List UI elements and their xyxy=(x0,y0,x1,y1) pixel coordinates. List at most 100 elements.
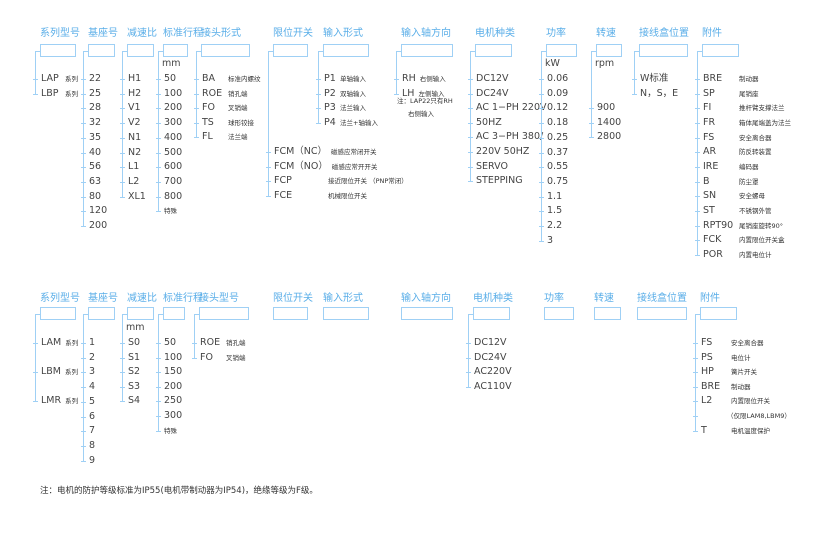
option-code: AC 3−PH 380/ xyxy=(476,131,544,143)
code-field[interactable] xyxy=(163,44,188,57)
column-header: 标准行程 xyxy=(163,28,203,39)
option-description: 制动器 xyxy=(739,75,759,83)
tree-tick xyxy=(539,93,544,95)
tree-tick xyxy=(468,137,473,139)
code-field[interactable] xyxy=(401,307,453,320)
code-field[interactable] xyxy=(201,44,250,57)
option-code: 28 xyxy=(89,102,102,114)
code-option: ST 不锈钢外管 xyxy=(703,205,772,217)
tree-tick xyxy=(156,123,161,125)
code-field[interactable] xyxy=(702,44,739,57)
tree-line xyxy=(196,51,201,52)
tree-tick xyxy=(539,137,544,139)
option-description: 内置限位开关盒 xyxy=(739,236,785,245)
code-field[interactable] xyxy=(88,307,115,320)
option-code: 1 xyxy=(89,337,96,348)
code-field[interactable] xyxy=(273,307,308,320)
code-field[interactable] xyxy=(594,307,621,320)
option-description: 电位计 xyxy=(731,353,751,362)
code-field[interactable] xyxy=(40,44,76,57)
tree-tick xyxy=(120,123,125,125)
code-field[interactable] xyxy=(40,307,76,320)
option-description: 编码器 xyxy=(739,162,759,171)
code-option: 5 xyxy=(89,396,95,408)
tree-tick xyxy=(120,401,125,403)
code-option: 8 xyxy=(89,440,95,452)
tree-line xyxy=(158,51,163,52)
option-code: 63 xyxy=(89,175,102,187)
code-field[interactable] xyxy=(639,44,688,57)
code-option: P3 法兰输入 xyxy=(324,102,366,114)
code-field[interactable] xyxy=(199,307,249,320)
code-field[interactable] xyxy=(323,44,369,57)
tree-tick xyxy=(81,431,86,433)
code-option: 900 xyxy=(597,102,615,114)
tree-tick xyxy=(693,401,698,403)
option-code: 0.18 xyxy=(547,117,569,129)
option-code: 0.09 xyxy=(547,87,569,99)
option-code: H1 xyxy=(128,73,142,84)
code-option: 700 xyxy=(164,176,182,188)
code-option: FCE 机械限位开关 xyxy=(274,190,367,202)
code-field[interactable] xyxy=(273,44,308,57)
tree-tick xyxy=(316,108,321,109)
code-option: FO 叉销端 xyxy=(200,352,246,364)
tree-tick xyxy=(156,93,161,95)
code-option: 28 xyxy=(89,102,101,114)
code-option: ROE 销孔端 xyxy=(202,88,248,100)
code-option: SN 安全螺母 xyxy=(703,190,765,202)
code-field[interactable] xyxy=(700,307,737,320)
tree-tick xyxy=(156,416,161,417)
code-field[interactable] xyxy=(596,44,622,57)
option-code: 80 xyxy=(89,190,102,202)
tree-tick xyxy=(266,181,271,183)
option-code: 600 xyxy=(164,161,183,173)
code-field[interactable] xyxy=(637,307,687,320)
option-code: HP xyxy=(701,366,714,378)
tree-tick xyxy=(120,108,125,110)
code-field[interactable] xyxy=(127,44,154,57)
tree-tick xyxy=(33,93,38,95)
tree-tick xyxy=(466,372,471,373)
code-field[interactable] xyxy=(323,307,369,320)
column-header: 接头型号 xyxy=(199,293,239,304)
code-option: RPT90 尾销座旋转90° xyxy=(703,220,783,232)
option-description: 标准内螺纹 xyxy=(228,75,261,83)
column-header: 功率 xyxy=(544,293,564,304)
code-option: 0.12 xyxy=(547,102,568,114)
tree-tick xyxy=(539,226,544,227)
option-code: 150 xyxy=(164,366,183,378)
option-code: 2 xyxy=(89,351,96,363)
code-field[interactable] xyxy=(88,44,115,57)
option-code: AC110V xyxy=(474,380,512,392)
code-option: AC220V xyxy=(474,366,512,378)
code-field[interactable] xyxy=(546,44,577,57)
option-code: 0.25 xyxy=(547,131,569,143)
code-field[interactable] xyxy=(401,44,453,57)
code-field[interactable] xyxy=(473,307,510,320)
tree-tick xyxy=(693,416,698,417)
option-code: FO xyxy=(202,102,215,113)
code-option: DC12V xyxy=(474,337,507,349)
tree-line xyxy=(634,51,635,94)
tree-tick xyxy=(316,122,321,124)
option-code: 8 xyxy=(89,439,96,451)
code-option: FL 法兰端 xyxy=(202,131,248,143)
option-description: 叉销端 xyxy=(226,353,246,362)
tree-tick xyxy=(695,240,700,242)
tree-tick xyxy=(33,372,38,374)
tree-tick xyxy=(156,152,161,154)
code-field[interactable] xyxy=(475,44,512,57)
code-option: TS 球形铰接 xyxy=(202,117,254,129)
option-description: 法兰+轴输入 xyxy=(340,118,378,127)
tree-tick xyxy=(156,79,161,80)
code-field[interactable] xyxy=(544,307,574,320)
code-field[interactable] xyxy=(163,307,185,320)
option-description: 销孔端 xyxy=(228,89,248,98)
tree-tick xyxy=(468,152,473,153)
option-code: 700 xyxy=(164,175,183,187)
code-field[interactable] xyxy=(127,307,154,320)
code-option: L2 内置限位开关 xyxy=(701,395,770,407)
column-header: 输入形式 xyxy=(323,28,363,39)
option-code: FCK xyxy=(703,234,722,246)
